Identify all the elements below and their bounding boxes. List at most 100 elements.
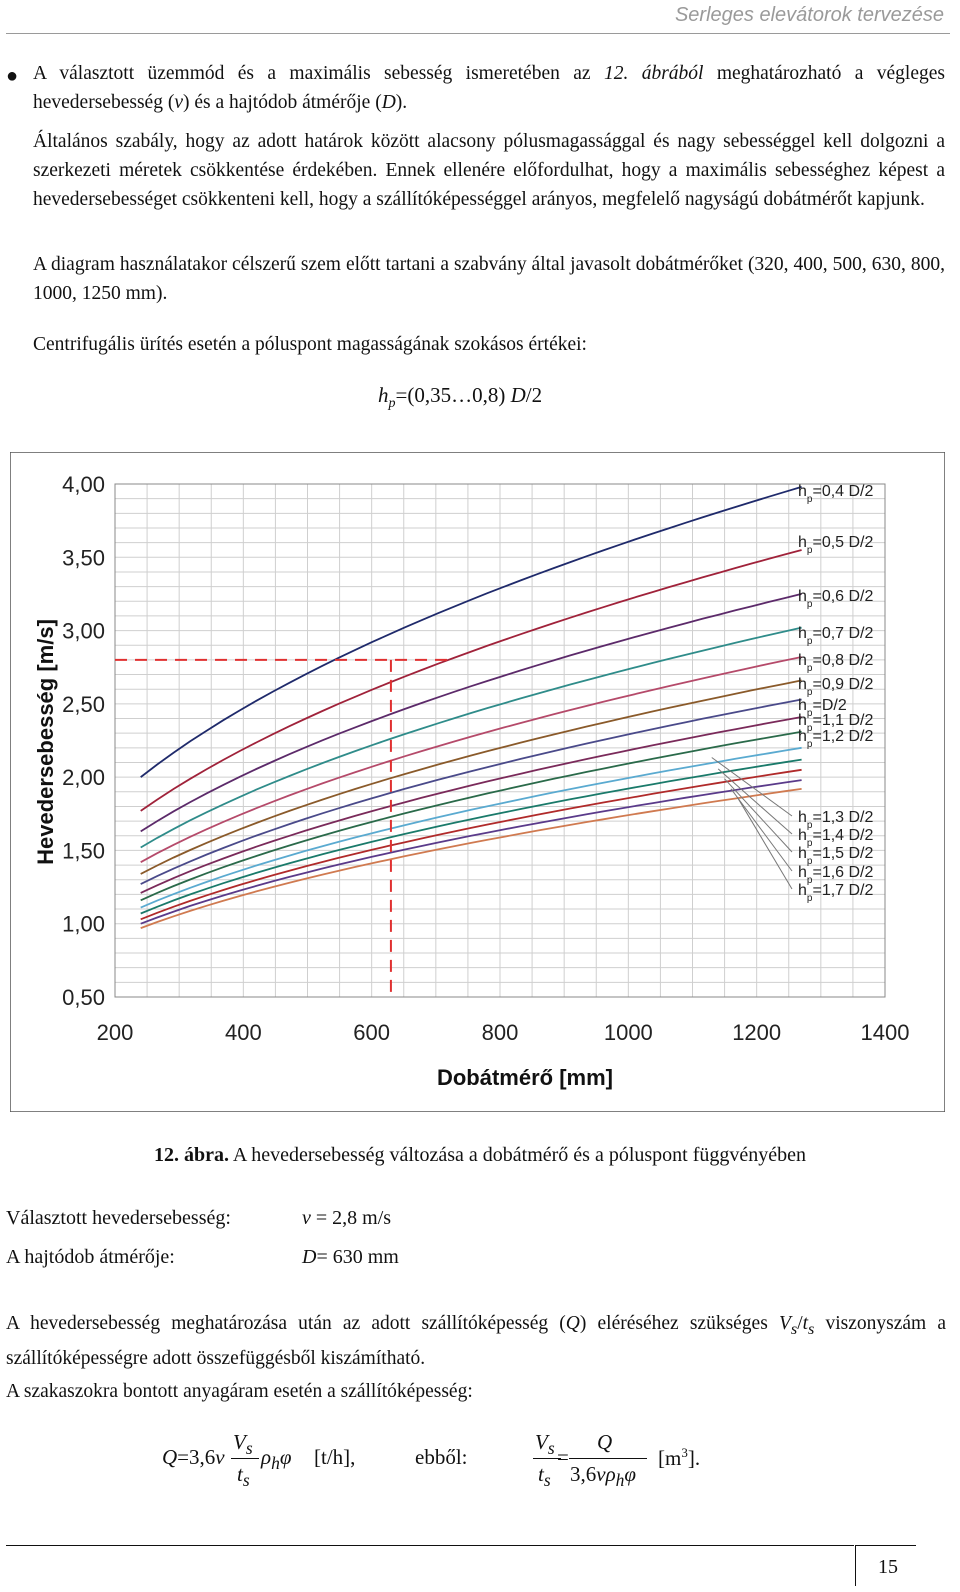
eq1-denominator: ts bbox=[237, 1462, 250, 1491]
series-label: hp=0,7 D/2 bbox=[798, 625, 874, 647]
paragraph-3: A diagram használatakor célszerű szem el… bbox=[33, 254, 945, 304]
eq1-den-sub: s bbox=[242, 1470, 250, 1491]
eq1-q: Q bbox=[162, 1445, 178, 1469]
eq1-rho-phi: ρhφ bbox=[261, 1445, 291, 1474]
p5-symbol-q: Q bbox=[565, 1313, 580, 1334]
series-line bbox=[140, 779, 802, 925]
x-tick-label: 600 bbox=[353, 1020, 390, 1045]
series-label: hp=0,9 D/2 bbox=[798, 676, 874, 698]
definition-value-diameter: D= 630 mm bbox=[302, 1246, 399, 1269]
bullet-icon: ● bbox=[6, 65, 19, 87]
series-line bbox=[140, 716, 802, 894]
series-label: hp=1,3 D/2 bbox=[798, 809, 874, 831]
definition-label-diameter: A hajtódob átmérője: bbox=[6, 1246, 175, 1268]
label-leader-line bbox=[730, 788, 793, 872]
p1-text-c: ) és a hajtódob átmérője ( bbox=[182, 92, 382, 113]
p5-symbol-v: V bbox=[778, 1313, 791, 1334]
eq2-right-numerator: Q bbox=[597, 1430, 612, 1455]
label-leader-line bbox=[711, 757, 793, 817]
series-line bbox=[140, 486, 802, 778]
x-tick-label: 800 bbox=[482, 1020, 519, 1045]
x-tick-label: 400 bbox=[225, 1020, 262, 1045]
speed-diameter-chart: 200 400 600 800 1000 1200 1400 0,50 1,00 1,50 2,00… bbox=[9, 451, 946, 1113]
def-diameter-symbol: D bbox=[302, 1246, 317, 1268]
eq2-left-fraction-bar bbox=[533, 1458, 561, 1459]
y-axis-label: Hevedersebesség [m/s] bbox=[33, 619, 58, 865]
p5-sub-s2: s bbox=[808, 1319, 815, 1338]
eq2-den-phi: φ bbox=[624, 1462, 637, 1486]
eq1-fraction-bar bbox=[231, 1458, 259, 1459]
header-rule bbox=[6, 33, 950, 34]
series-line bbox=[140, 679, 802, 875]
x-axis-label: Dobátmérő [mm] bbox=[437, 1065, 613, 1090]
eq2-unit-end: ]. bbox=[687, 1446, 701, 1470]
label-leader-line bbox=[717, 768, 793, 835]
chart-frame bbox=[9, 451, 946, 1113]
series-line bbox=[140, 758, 802, 915]
eq2-right-fraction-bar bbox=[569, 1458, 647, 1459]
series-label: hp=1,6 D/2 bbox=[798, 864, 874, 886]
formula-h: h bbox=[378, 383, 389, 407]
p1-figure-ref: 12. ábrából bbox=[603, 63, 704, 84]
series-line bbox=[140, 698, 802, 885]
definition-label-speed: Választott hevedersebesség: bbox=[6, 1207, 231, 1229]
eq1-phi: φ bbox=[279, 1445, 292, 1469]
y-tick-label: 2,50 bbox=[62, 692, 105, 717]
eq2-unit-a: [m bbox=[658, 1446, 682, 1470]
eq2-equals: = bbox=[557, 1445, 569, 1469]
series-label: hp=D/2 bbox=[798, 697, 847, 719]
series-line bbox=[140, 593, 802, 833]
eq2-numerator: Vs bbox=[535, 1430, 555, 1459]
series-label: hp=1,5 D/2 bbox=[798, 845, 874, 867]
def-diameter-val: = 630 mm bbox=[316, 1246, 399, 1268]
page-header: Serleges elevátorok tervezése bbox=[0, 0, 960, 36]
y-tick-label: 3,00 bbox=[62, 619, 105, 644]
p5-sub-s1: s bbox=[790, 1319, 798, 1338]
p5-text-b: ) eléréséhez szükséges bbox=[579, 1313, 779, 1334]
footer-rule bbox=[6, 1545, 854, 1546]
series-label: hp=0,4 D/2 bbox=[798, 483, 874, 505]
series-line bbox=[140, 746, 802, 909]
label-leader-line bbox=[736, 797, 793, 890]
eq2-q: Q bbox=[597, 1430, 613, 1454]
p5-text-a: A hevedersebesség meghatározása után az … bbox=[6, 1313, 566, 1334]
paragraph-4: Centrifugális ürítés esetén a póluspont … bbox=[33, 334, 587, 355]
formula-p: p bbox=[388, 396, 396, 412]
y-tick-label: 3,50 bbox=[62, 545, 105, 570]
from-label: ebből: bbox=[415, 1445, 468, 1469]
eq2-den-sub: s bbox=[543, 1470, 551, 1491]
chart-svg: 200 400 600 800 1000 1200 1400 0,50 1,00 1,50 2,00… bbox=[9, 451, 946, 1113]
definition-value-speed: v = 2,8 m/s bbox=[302, 1207, 391, 1230]
formula-rest: =(0,35…0,8) bbox=[395, 383, 511, 407]
p1-text-d: ). bbox=[395, 92, 408, 113]
eq2-denominator: ts bbox=[538, 1462, 551, 1491]
eq2-unit-sup: 3 bbox=[681, 1445, 688, 1460]
series-line bbox=[140, 768, 802, 921]
def-speed-val: = 2,8 m/s bbox=[310, 1207, 392, 1229]
eq2-den-t: t bbox=[538, 1462, 544, 1486]
series-label: hp=1,4 D/2 bbox=[798, 827, 874, 849]
x-tick-label: 200 bbox=[97, 1020, 134, 1045]
eq1-v: v bbox=[215, 1445, 225, 1469]
eq1-den-t: t bbox=[237, 1462, 243, 1486]
y-tick-label: 1,00 bbox=[62, 912, 105, 937]
formula-d: D bbox=[510, 383, 526, 407]
series-line bbox=[140, 626, 802, 849]
eq1-eq: =3,6 bbox=[177, 1445, 216, 1469]
footer-page-box bbox=[855, 1545, 916, 1586]
eq1-lhs: Q=3,6v bbox=[162, 1445, 225, 1470]
eq2-den-rho: ρ bbox=[605, 1462, 616, 1486]
p1-text-a: A választott üzemmód és a maximális sebe… bbox=[33, 63, 604, 84]
def-speed-symbol: v bbox=[302, 1207, 311, 1229]
eq1-rho-sub: h bbox=[271, 1453, 280, 1474]
p5-text-c: viszonyszám a szállítóképességre adott ö… bbox=[6, 1313, 947, 1369]
eq2-right-denominator: 3,6vρhφ bbox=[570, 1462, 636, 1491]
p5-symbol-t: t bbox=[802, 1313, 809, 1334]
y-tick-label: 0,50 bbox=[62, 985, 105, 1010]
label-leader-line bbox=[724, 778, 793, 853]
page-number: 15 bbox=[878, 1556, 898, 1578]
y-tick-label: 4,00 bbox=[62, 472, 105, 497]
series-line bbox=[140, 788, 802, 929]
x-tick-label: 1000 bbox=[604, 1020, 653, 1045]
eq2-num-sub: s bbox=[547, 1438, 555, 1459]
